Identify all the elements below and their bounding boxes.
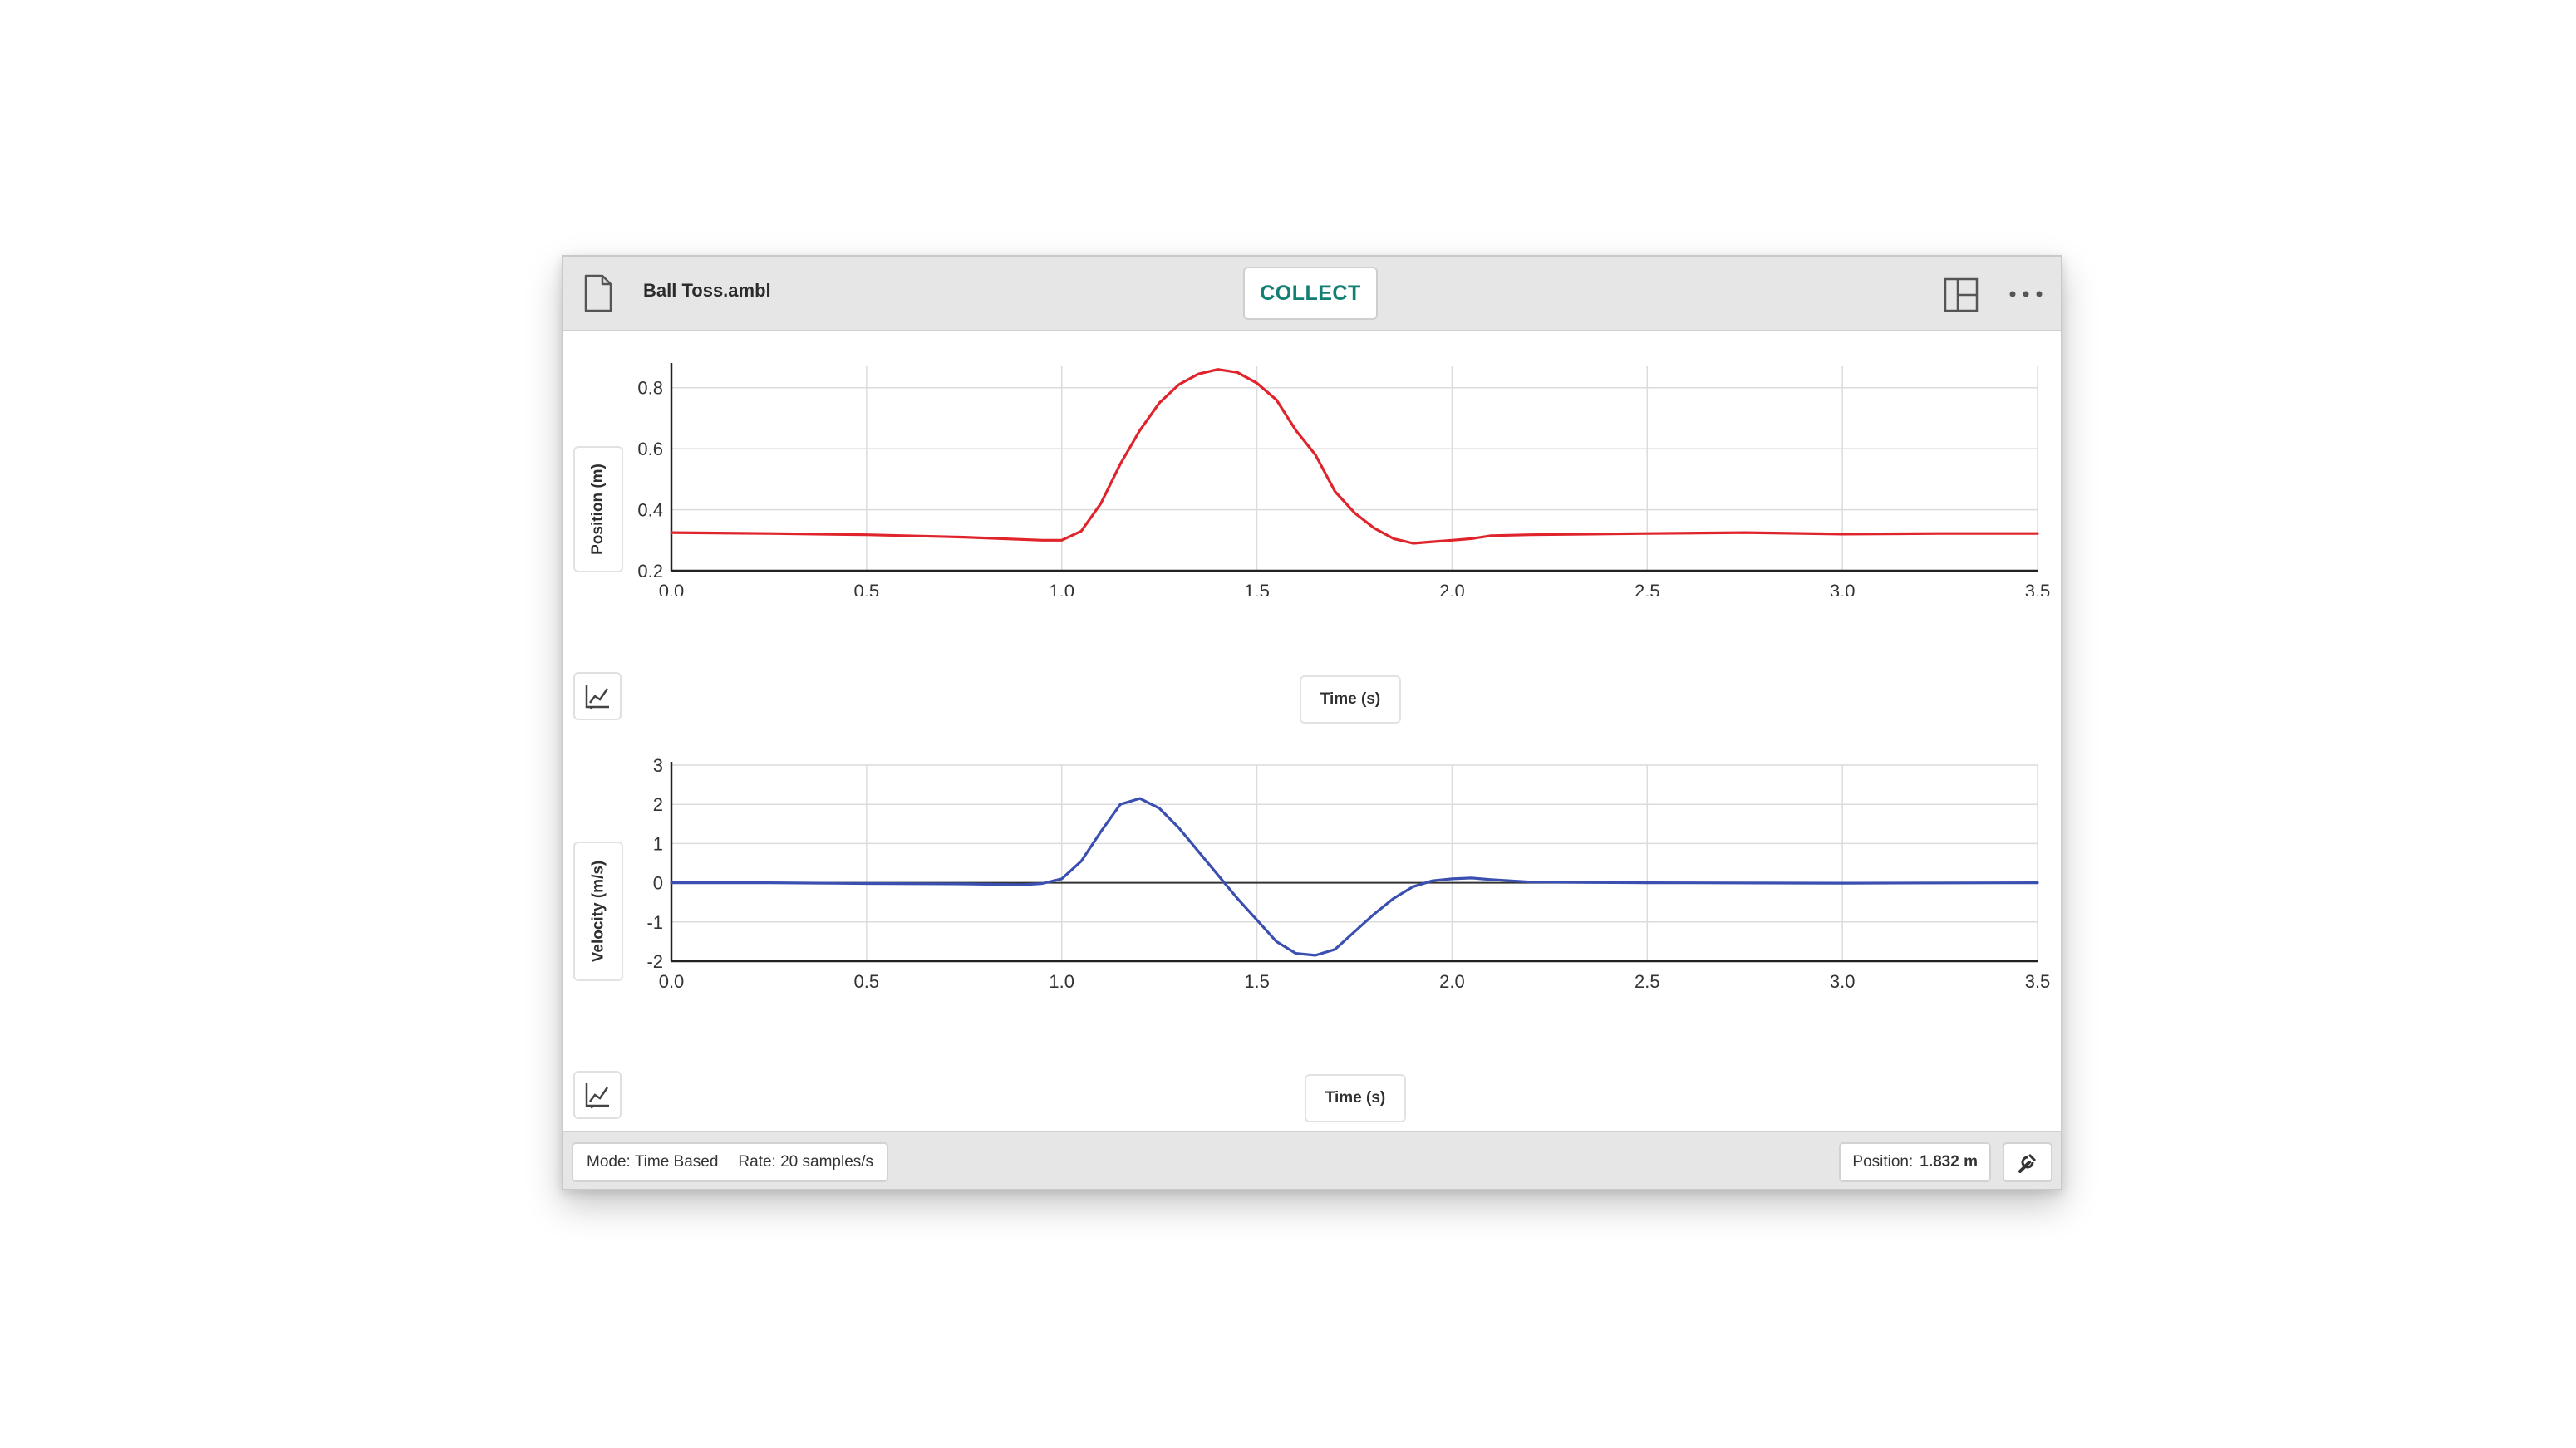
position-y-tick-label: 0.8 bbox=[637, 378, 663, 399]
velocity-y-tick-label: 3 bbox=[653, 755, 663, 776]
velocity-series-line[interactable] bbox=[670, 797, 2039, 957]
position-y-axis-title: Position (m) bbox=[589, 464, 607, 555]
position-graph-tools-button[interactable] bbox=[573, 672, 622, 720]
velocity-y-tick-label: -1 bbox=[646, 912, 663, 933]
position-x-tick-label: 2.5 bbox=[1635, 581, 1660, 596]
velocity-y-tick-label: -2 bbox=[646, 951, 663, 972]
position-x-tick-label: 3.5 bbox=[2025, 581, 2051, 596]
wrench-icon bbox=[2018, 1153, 2037, 1173]
position-x-axis-title: Time (s) bbox=[1320, 690, 1381, 708]
position-graph[interactable]: 0.0 0.5 1.0 1.5 2.0 2.5 3.0 3.5 0.2 0.4 0.6 0.8 bbox=[563, 330, 2062, 596]
mode-label: Mode: Time Based bbox=[587, 1153, 719, 1171]
more-icon[interactable] bbox=[2006, 282, 2046, 307]
velocity-graph-tools-button[interactable] bbox=[573, 1071, 622, 1119]
velocity-x-tick-label: 3.0 bbox=[1830, 971, 1856, 992]
app-window: Ball Toss.ambl COLLECT 0.0 0.5 1.0 1.5 2.0 2.… bbox=[562, 255, 2062, 1190]
readout-value: 1.832 m bbox=[1920, 1153, 1978, 1171]
velocity-x-axis-title-box[interactable]: Time (s) bbox=[1305, 1074, 1406, 1122]
velocity-y-tick-label: 0 bbox=[653, 873, 663, 894]
collect-button[interactable]: COLLECT bbox=[1243, 267, 1378, 320]
file-name: Ball Toss.ambl bbox=[643, 280, 771, 301]
velocity-y-axis-title: Velocity (m/s) bbox=[589, 860, 607, 963]
position-series-line[interactable] bbox=[670, 368, 2039, 545]
velocity-x-tick-label: 2.0 bbox=[1439, 971, 1465, 992]
velocity-y-tick-label: 1 bbox=[653, 833, 663, 854]
position-x-tick-label: 0.0 bbox=[659, 581, 685, 596]
velocity-graph[interactable]: 0.0 0.5 1.0 1.5 2.0 2.5 3.0 3.5 -2 -1 0 1 2 3 bbox=[563, 755, 2062, 1004]
velocity-x-tick-label: 0.0 bbox=[659, 971, 685, 992]
toolbar: Ball Toss.ambl COLLECT bbox=[563, 257, 2061, 331]
position-x-tick-label: 1.5 bbox=[1244, 581, 1270, 596]
position-axis-title-box[interactable]: Position (m) bbox=[573, 446, 623, 572]
graph-tool-icon bbox=[585, 1083, 609, 1109]
position-x-tick-label: 3.0 bbox=[1830, 581, 1856, 596]
position-y-tick-label: 0.4 bbox=[637, 500, 663, 521]
velocity-axis-title-box[interactable]: Velocity (m/s) bbox=[573, 842, 623, 981]
velocity-x-tick-label: 3.5 bbox=[2025, 971, 2051, 992]
readout-label: Position: bbox=[1852, 1153, 1914, 1171]
position-x-tick-label: 1.0 bbox=[1049, 581, 1074, 596]
velocity-y-tick-label: 2 bbox=[653, 794, 663, 815]
file-icon[interactable] bbox=[583, 273, 613, 313]
mode-rate-button[interactable]: Mode: Time Based Rate: 20 samples/s bbox=[572, 1142, 889, 1182]
graph-tool-icon bbox=[585, 685, 609, 710]
position-readout: Position: 1.832 m bbox=[1839, 1142, 1991, 1182]
layout-icon[interactable] bbox=[1943, 277, 1979, 313]
position-y-tick-label: 0.6 bbox=[637, 439, 663, 459]
position-y-tick-label: 0.2 bbox=[637, 561, 663, 582]
velocity-x-tick-label: 1.5 bbox=[1244, 971, 1270, 992]
velocity-x-axis-title: Time (s) bbox=[1325, 1089, 1386, 1107]
rate-label: Rate: 20 samples/s bbox=[738, 1153, 874, 1171]
position-x-axis-title-box[interactable]: Time (s) bbox=[1300, 675, 1401, 724]
status-bar: Mode: Time Based Rate: 20 samples/s Posi… bbox=[563, 1131, 2061, 1189]
position-x-tick-label: 2.0 bbox=[1439, 581, 1465, 596]
velocity-x-tick-label: 1.0 bbox=[1049, 971, 1074, 992]
position-x-tick-label: 0.5 bbox=[854, 581, 880, 596]
velocity-x-tick-label: 2.5 bbox=[1635, 971, 1660, 992]
velocity-x-tick-label: 0.5 bbox=[854, 971, 880, 992]
settings-button[interactable] bbox=[2003, 1142, 2052, 1182]
